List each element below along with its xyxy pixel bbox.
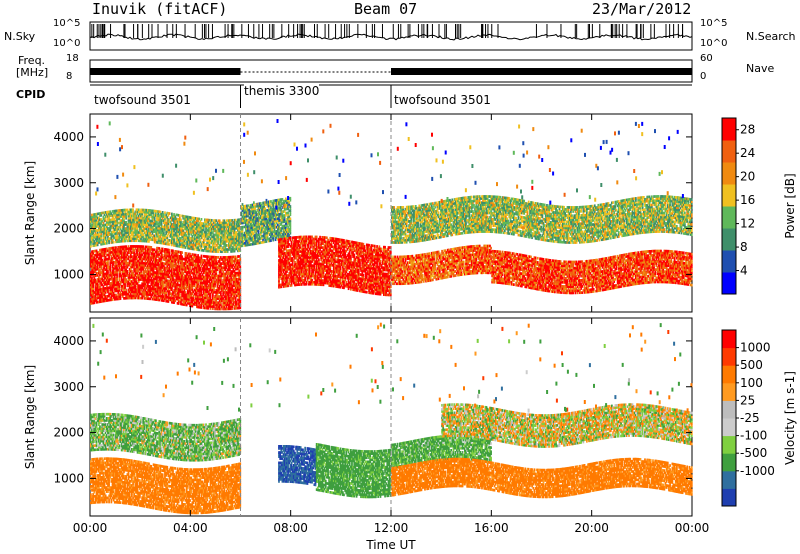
heatmap-cell xyxy=(201,255,203,258)
heatmap-cell xyxy=(127,270,129,273)
heatmap-cell xyxy=(201,218,203,221)
heatmap-cell xyxy=(211,219,213,222)
heatmap-cell xyxy=(190,276,192,279)
heatmap-cell xyxy=(162,248,164,251)
heatmap-cell xyxy=(113,241,115,244)
heatmap-cell xyxy=(181,255,183,258)
noise-line xyxy=(90,34,692,40)
heatmap-cell xyxy=(239,265,241,268)
heatmap-cell xyxy=(169,249,171,252)
heatmap-cell xyxy=(253,201,255,204)
heatmap-cell xyxy=(197,254,199,257)
heatmap-cell xyxy=(180,219,182,222)
heatmap-cell xyxy=(189,253,191,256)
heatmap-cell xyxy=(186,252,188,255)
noise-trace xyxy=(90,24,692,40)
freq-band xyxy=(391,68,692,75)
heatmap-cell xyxy=(181,251,183,254)
freq-trace xyxy=(90,68,692,75)
heatmap-cell xyxy=(198,218,200,221)
heatmap-cell xyxy=(172,250,174,253)
heatmap-cell xyxy=(125,289,127,292)
heatmap-cell xyxy=(173,213,175,216)
heatmap-cell xyxy=(169,212,171,215)
freq-band xyxy=(90,68,241,75)
heatmap-cell xyxy=(171,213,173,216)
heatmap-cell xyxy=(132,208,134,211)
heatmap-cell xyxy=(162,254,164,257)
heatmap-cell xyxy=(179,214,181,217)
